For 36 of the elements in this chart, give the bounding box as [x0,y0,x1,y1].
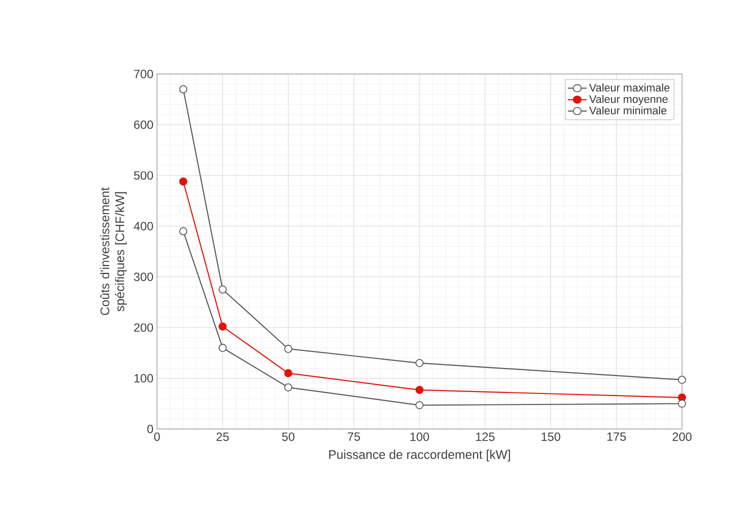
y-tick-label: 400 [134,222,154,230]
point [284,369,292,378]
x-tick-label: 100 [410,432,430,441]
point [415,359,424,368]
point [179,227,188,236]
y-axis-title: Coûts d'investissement spécifiques [CHF/kW] [100,187,127,316]
y-tick-label: 200 [134,323,154,332]
y-tick-label: 700 [134,70,154,78]
y-tick-label: 0 [147,424,154,434]
point [284,344,292,353]
x-tick-label: 0 [154,432,160,441]
point [179,177,188,186]
y-tick-label: 600 [134,120,154,129]
y-tick-label: 300 [134,272,154,282]
point [179,85,188,94]
x-tick-label: 200 [672,432,692,441]
x-tick-label: 175 [607,432,626,441]
point [415,386,424,394]
point [284,383,292,392]
legend-label: Valeur maximale [589,84,670,92]
x-tick-label: 25 [216,432,229,441]
x-tick-label: 50 [282,432,294,441]
x-tick-label: 150 [542,432,560,441]
x-axis-title: Puissance de raccordement [kW] [329,450,510,462]
point [415,401,424,410]
x-tick-label: 75 [348,432,360,441]
legend-label: Valeur moyenne [589,94,668,106]
x-tick-label: 125 [476,432,495,441]
y-tick-label: 100 [134,374,154,382]
point [678,376,686,384]
point [218,285,227,294]
point [218,344,227,352]
legend-label: Valeur minimale [589,106,666,114]
y-tick-label: 500 [134,171,154,180]
point [218,322,227,331]
point [678,400,686,408]
